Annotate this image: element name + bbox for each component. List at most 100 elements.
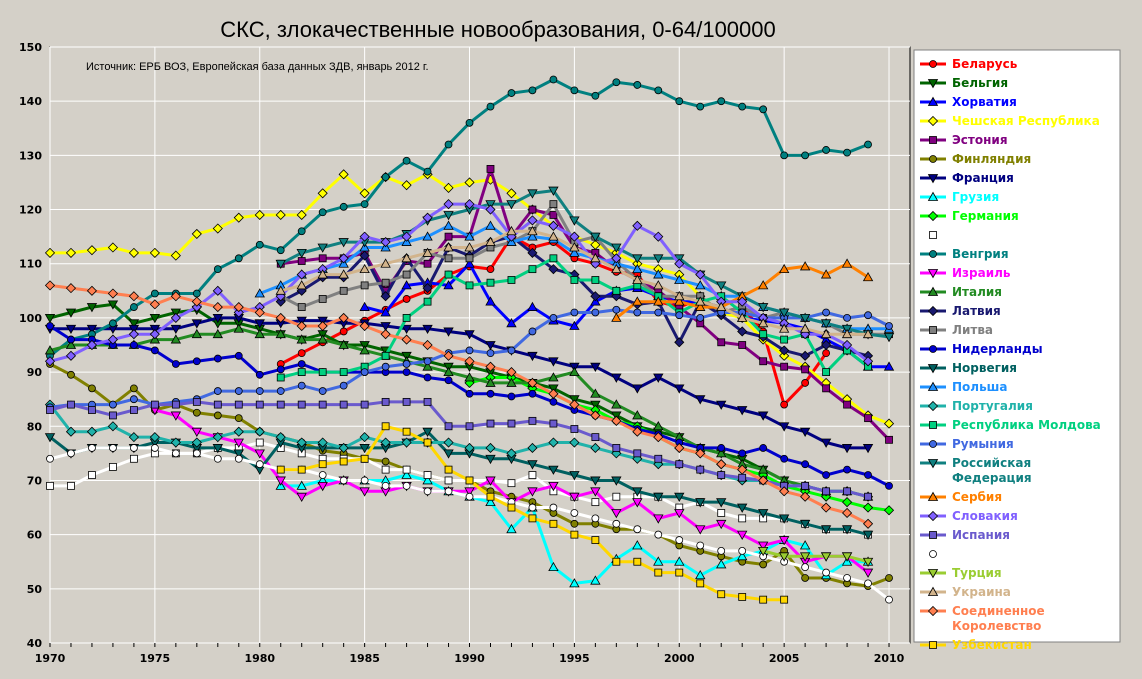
data-point — [401, 334, 412, 345]
data-point — [801, 563, 810, 572]
legend-label: Испания — [952, 528, 1010, 542]
data-point — [674, 258, 685, 269]
data-point — [443, 211, 454, 221]
data-point — [485, 476, 496, 486]
data-point — [67, 400, 75, 409]
data-point — [254, 319, 265, 329]
data-point — [192, 289, 201, 298]
data-point — [633, 81, 642, 89]
legend-label-line: Швеция — [952, 547, 1008, 561]
data-point — [801, 365, 810, 374]
data-point — [864, 492, 872, 501]
data-point — [255, 370, 264, 379]
data-point — [297, 303, 306, 311]
data-point — [254, 426, 265, 437]
data-point — [653, 280, 664, 290]
data-point — [380, 437, 391, 448]
data-point — [717, 546, 726, 555]
data-point — [212, 328, 223, 339]
series-10 — [46, 75, 872, 360]
data-point — [444, 376, 453, 385]
data-point — [150, 346, 159, 355]
legend-marker — [927, 115, 939, 127]
data-point — [862, 518, 874, 529]
data-point — [423, 297, 432, 306]
data-point — [548, 186, 559, 196]
data-point — [192, 357, 201, 366]
data-point — [422, 324, 433, 335]
data-point — [485, 296, 496, 306]
x-tick-label: 1990 — [454, 652, 485, 665]
data-point — [716, 559, 727, 569]
data-point — [296, 209, 307, 221]
data-point — [444, 254, 453, 263]
data-point — [297, 368, 306, 376]
data-point — [485, 236, 496, 246]
data-point — [317, 334, 328, 344]
data-point — [46, 406, 54, 414]
data-point — [275, 285, 286, 295]
data-point — [212, 302, 223, 313]
data-point — [632, 274, 643, 284]
data-point — [276, 387, 285, 395]
data-point — [653, 254, 664, 264]
series-29 — [276, 422, 789, 604]
data-point — [465, 422, 474, 431]
data-point — [695, 269, 706, 280]
data-point — [297, 257, 306, 265]
legend-label-line: Узбекистан — [952, 638, 1032, 652]
legend-label: Италия — [952, 285, 1002, 299]
data-point — [737, 503, 748, 513]
y-tick-label: 130 — [19, 149, 42, 162]
legend-marker — [929, 641, 937, 649]
data-point — [107, 334, 118, 345]
legend-label: Хорватия — [952, 95, 1017, 109]
data-point — [276, 246, 285, 255]
data-point — [885, 595, 893, 604]
data-point — [611, 243, 622, 253]
legend-item: Испания — [920, 528, 1010, 542]
data-point — [486, 419, 495, 428]
data-point — [696, 102, 705, 111]
data-point — [233, 302, 244, 313]
data-point — [443, 220, 454, 230]
data-point — [402, 368, 411, 376]
data-point — [822, 146, 830, 154]
data-point — [401, 231, 412, 242]
data-point — [611, 476, 622, 486]
legend-label-line: Грузия — [952, 190, 999, 204]
legend-item: Узбекистан — [920, 638, 1032, 652]
data-point — [233, 426, 244, 437]
data-point — [821, 339, 832, 351]
data-point — [821, 502, 832, 513]
data-point — [130, 303, 138, 311]
data-point — [590, 388, 601, 398]
data-point — [46, 322, 54, 330]
data-point — [465, 492, 474, 501]
legend-label-line: Италия — [952, 285, 1002, 299]
data-point — [107, 421, 118, 432]
legend-item: Турция — [920, 566, 1002, 580]
data-point — [696, 579, 705, 588]
data-point — [423, 487, 432, 496]
data-point — [716, 281, 727, 291]
data-point — [527, 351, 538, 362]
legend-label-line: Словакия — [952, 509, 1018, 523]
data-point — [737, 326, 748, 337]
data-point — [339, 327, 348, 336]
data-point — [780, 151, 789, 160]
data-point — [674, 492, 685, 503]
data-point — [591, 308, 600, 317]
data-point — [464, 372, 475, 382]
data-point — [339, 476, 348, 485]
y-tick-label: 50 — [27, 583, 43, 596]
data-point — [695, 395, 706, 405]
series-line — [49, 430, 869, 537]
x-tick-label: 1970 — [35, 652, 66, 665]
data-point — [486, 265, 495, 274]
data-point — [88, 406, 96, 414]
data-point — [443, 437, 454, 448]
legend-marker — [929, 231, 937, 239]
legend-label: Грузия — [952, 190, 999, 204]
series-line — [49, 327, 869, 499]
